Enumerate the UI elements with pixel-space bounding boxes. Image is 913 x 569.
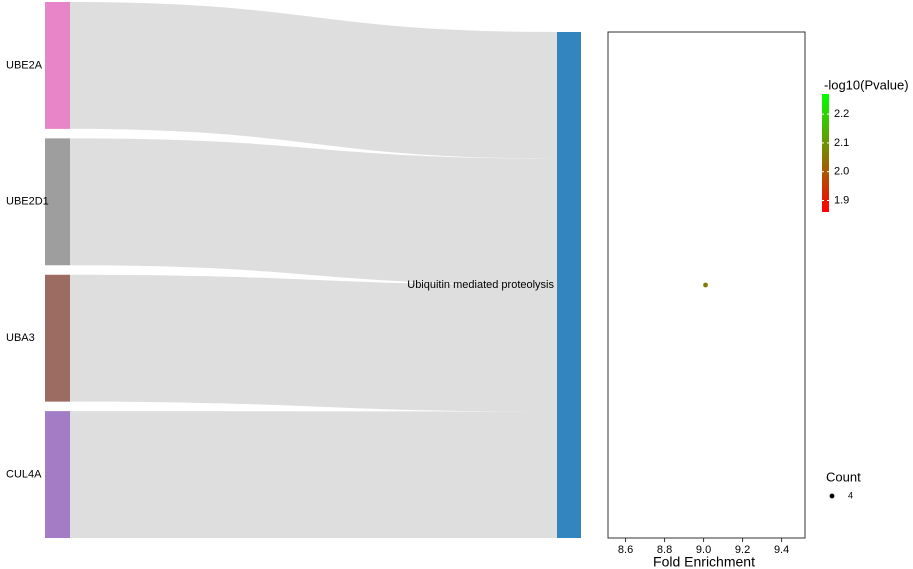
sankey-link: [70, 411, 557, 538]
x-tick-label: 9.0: [696, 544, 711, 556]
size-legend-point: [829, 493, 835, 499]
target-node: [557, 32, 581, 538]
colorbar-tick-label: 2.1: [834, 137, 849, 149]
colorbar-tick-label: 2.0: [834, 166, 849, 178]
colorbar: [822, 94, 829, 212]
x-tick-label: 9.2: [735, 544, 750, 556]
source-node: [45, 2, 70, 129]
size-legend-label: 4: [848, 490, 853, 500]
source-node: [45, 274, 70, 402]
x-tick-label: 8.8: [657, 544, 672, 556]
colorbar-tick-label: 1.9: [834, 194, 849, 206]
source-label: UBA3: [6, 332, 35, 344]
x-tick-label: 8.6: [618, 544, 633, 556]
x-axis-title: Fold Enrichment: [653, 554, 755, 569]
source-label: UBE2A: [6, 59, 43, 71]
sankey-link: [70, 138, 557, 285]
x-tick-label: 9.4: [774, 544, 789, 556]
point: [703, 282, 708, 288]
sankey-link: [70, 2, 557, 159]
target-label: Ubiquitin mediated proteolysis: [407, 279, 554, 291]
source-label: CUL4A: [6, 468, 42, 480]
sankey-link: [70, 274, 557, 412]
source-label: UBE2D1: [6, 196, 49, 208]
panel-border: [607, 31, 806, 539]
source-node: [45, 138, 70, 266]
color-legend-title: -log10(Pvalue): [824, 77, 909, 92]
source-node: [45, 411, 70, 538]
size-legend-title: Count: [826, 469, 861, 484]
colorbar-tick-label: 2.2: [834, 108, 849, 120]
